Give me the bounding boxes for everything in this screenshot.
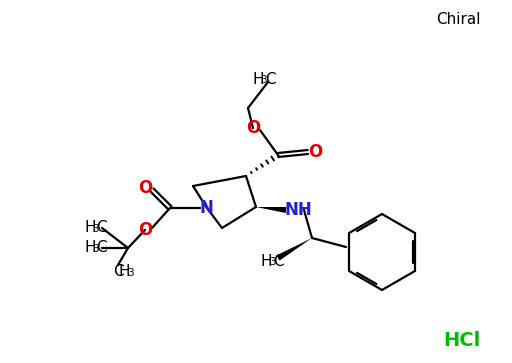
Text: N: N xyxy=(199,199,213,217)
Text: 3: 3 xyxy=(92,244,99,254)
Text: 3: 3 xyxy=(260,75,267,85)
Text: O: O xyxy=(308,143,322,161)
Text: H: H xyxy=(84,220,96,236)
Text: O: O xyxy=(246,119,260,137)
Text: C: C xyxy=(96,220,106,236)
Text: HCl: HCl xyxy=(443,330,481,350)
Text: O: O xyxy=(138,179,152,197)
Text: H: H xyxy=(252,72,264,86)
Text: H: H xyxy=(84,241,96,256)
Text: C: C xyxy=(96,241,106,256)
Text: H: H xyxy=(260,253,272,269)
Text: H: H xyxy=(118,265,130,280)
Text: C: C xyxy=(273,253,283,269)
Text: C: C xyxy=(113,265,123,280)
Text: 3: 3 xyxy=(269,257,275,267)
Text: 3: 3 xyxy=(92,224,99,234)
Text: Chiral: Chiral xyxy=(436,12,480,28)
Text: C: C xyxy=(265,72,275,86)
Text: NH: NH xyxy=(284,201,312,219)
Text: O: O xyxy=(138,221,152,239)
Text: 3: 3 xyxy=(126,268,133,278)
Polygon shape xyxy=(256,207,286,213)
Polygon shape xyxy=(276,238,312,261)
